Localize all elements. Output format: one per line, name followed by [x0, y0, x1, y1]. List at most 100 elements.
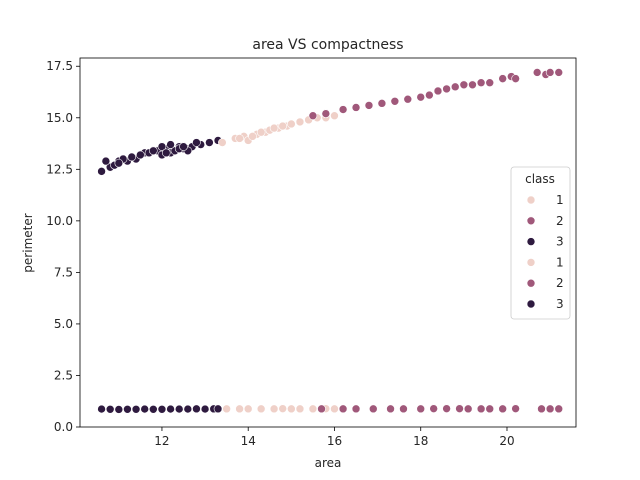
legend-marker — [526, 216, 536, 226]
data-point — [485, 78, 495, 88]
data-point — [468, 80, 477, 90]
data-point — [136, 150, 145, 160]
data-point — [179, 142, 188, 151]
data-point — [425, 90, 434, 100]
data-point — [511, 74, 520, 83]
data-point — [476, 78, 486, 88]
data-point — [416, 404, 426, 414]
data-point — [317, 404, 326, 414]
data-point — [338, 105, 348, 114]
data-point — [459, 80, 469, 90]
data-point — [114, 405, 124, 414]
x-axis-label: area — [315, 456, 342, 470]
data-point — [174, 404, 184, 414]
data-point — [554, 68, 564, 77]
legend: class 1 2 3 1 2 3 — [510, 166, 571, 320]
legend-label: 3 — [556, 235, 564, 249]
data-point — [131, 404, 141, 414]
legend-label: 2 — [556, 276, 564, 290]
data-point — [192, 404, 201, 414]
data-point — [205, 138, 214, 147]
data-point — [463, 404, 473, 414]
x-tick-label: 16 — [327, 434, 342, 448]
data-point — [532, 68, 542, 77]
data-point — [149, 404, 158, 414]
data-point — [390, 96, 400, 106]
legend-label: 1 — [556, 255, 564, 269]
data-point — [368, 404, 378, 414]
legend-title: class — [525, 172, 555, 186]
axis-ticks: 12 14 16 18 20 0.0 2.5 5.0 7.5 10.0 12.5 15.0 17.5 — [46, 59, 514, 448]
data-point — [222, 404, 231, 414]
data-point — [450, 82, 460, 92]
data-point — [140, 404, 149, 414]
legend-label: 3 — [556, 297, 564, 311]
legend-marker — [526, 278, 536, 288]
data-point — [166, 140, 175, 149]
data-point — [123, 404, 132, 414]
data-point — [330, 404, 339, 414]
data-point — [476, 404, 486, 414]
data-point — [287, 404, 296, 414]
data-point — [213, 404, 223, 414]
axes-frame — [79, 57, 577, 428]
data-point — [554, 404, 564, 414]
data-point — [243, 404, 253, 414]
legend-marker — [526, 258, 536, 267]
legend-marker — [526, 299, 536, 309]
data-point — [295, 117, 305, 127]
data-point — [97, 167, 106, 176]
y-tick-label: 5.0 — [54, 317, 73, 331]
data-point — [351, 103, 361, 112]
data-point — [377, 99, 387, 108]
x-tick-label: 12 — [154, 434, 169, 448]
x-tick-label: 14 — [241, 434, 256, 448]
y-tick-label: 10.0 — [46, 214, 73, 228]
data-point — [183, 404, 193, 414]
y-tick-label: 7.5 — [54, 265, 73, 279]
data-point — [321, 109, 331, 118]
data-point — [157, 404, 167, 414]
data-point — [485, 404, 495, 414]
data-point — [192, 138, 201, 147]
data-point — [101, 156, 111, 166]
data-point — [127, 152, 137, 162]
data-point — [403, 94, 413, 104]
data-point — [105, 404, 115, 414]
data-point — [308, 111, 318, 121]
data-point — [442, 84, 451, 94]
data-point — [351, 404, 361, 414]
y-tick-label: 0.0 — [54, 420, 73, 434]
data-point — [338, 404, 348, 414]
data-point — [97, 404, 106, 414]
data-point — [537, 404, 546, 414]
data-point — [287, 119, 296, 129]
data-point — [429, 404, 438, 413]
data-point — [235, 404, 244, 414]
data-point — [295, 404, 305, 414]
data-point — [364, 101, 374, 110]
data-point — [166, 404, 175, 414]
data-point — [157, 142, 167, 151]
data-point — [256, 404, 266, 414]
data-point — [235, 134, 244, 143]
data-point — [114, 158, 124, 168]
y-tick-label: 15.0 — [46, 111, 73, 125]
data-point — [278, 404, 288, 413]
data-point — [269, 404, 279, 414]
data-point — [149, 146, 158, 156]
y-axis-label: perimeter — [21, 213, 35, 272]
legend-box — [510, 166, 571, 320]
data-point — [399, 404, 408, 414]
data-point — [330, 111, 339, 121]
data-point — [498, 74, 507, 83]
data-point — [455, 404, 464, 413]
data-points — [97, 68, 564, 414]
data-point — [200, 404, 210, 414]
data-point — [386, 404, 395, 414]
data-point — [256, 127, 266, 137]
data-point — [545, 404, 555, 414]
data-point — [442, 404, 451, 413]
x-tick-label: 18 — [413, 434, 428, 448]
